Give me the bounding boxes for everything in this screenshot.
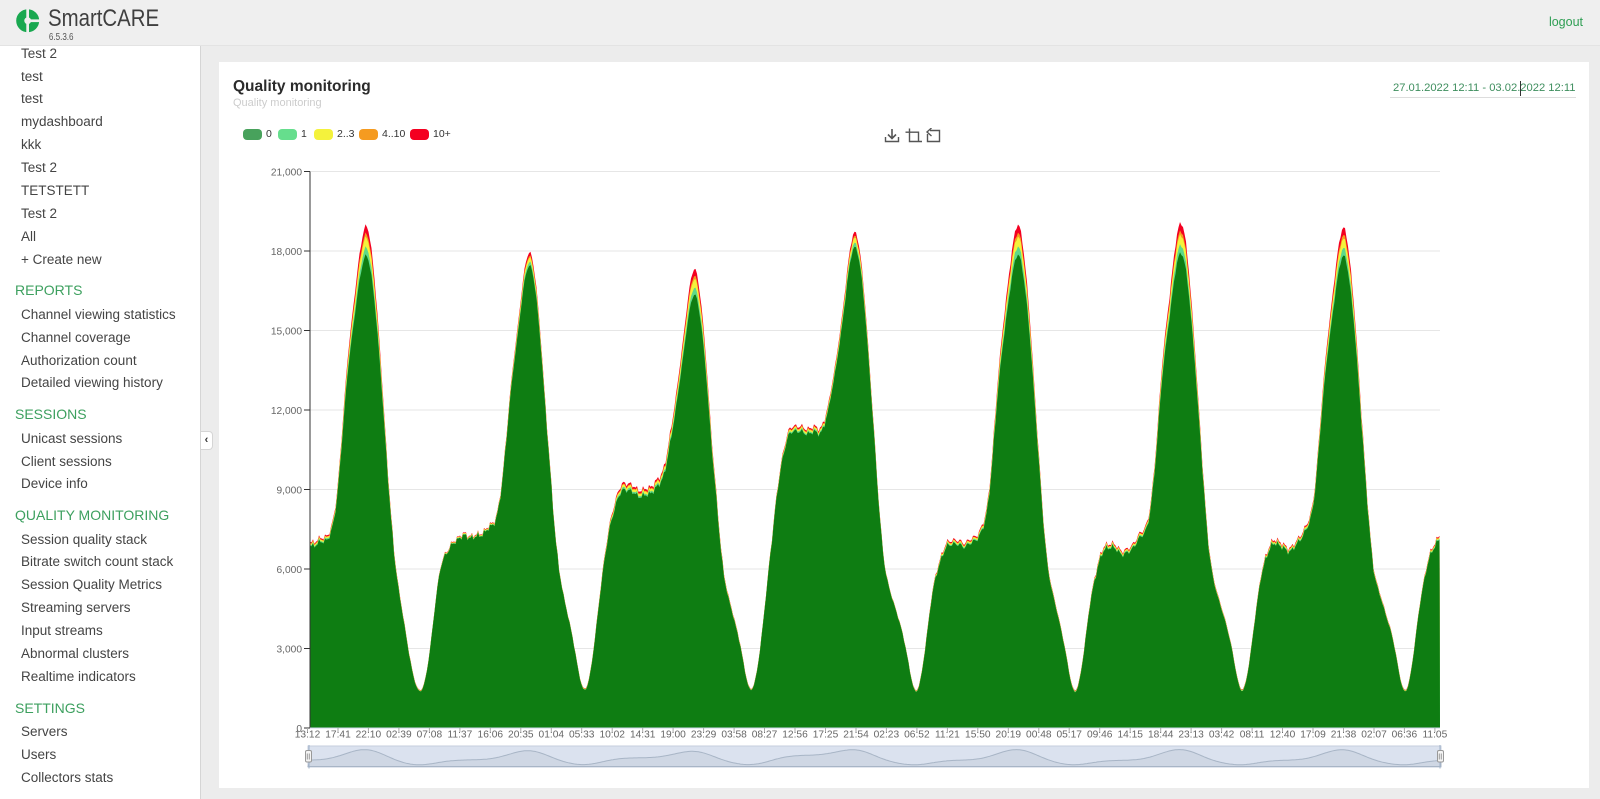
svg-text:12,000: 12,000	[271, 406, 302, 417]
svg-text:12:40: 12:40	[1270, 730, 1296, 741]
svg-text:21,000: 21,000	[271, 168, 302, 179]
svg-text:9,000: 9,000	[277, 486, 303, 497]
svg-text:3,000: 3,000	[277, 645, 303, 656]
svg-text:18,000: 18,000	[271, 247, 302, 258]
svg-text:05:17: 05:17	[1056, 730, 1082, 741]
svg-text:14:15: 14:15	[1117, 730, 1143, 741]
svg-text:08:11: 08:11	[1240, 730, 1265, 741]
svg-text:20:35: 20:35	[508, 730, 534, 741]
svg-text:02:07: 02:07	[1361, 730, 1387, 741]
svg-text:00:48: 00:48	[1026, 730, 1052, 741]
svg-text:16:06: 16:06	[478, 730, 504, 741]
svg-text:02:23: 02:23	[874, 730, 900, 741]
svg-text:05:33: 05:33	[569, 730, 595, 741]
svg-text:08:27: 08:27	[752, 730, 778, 741]
svg-text:03:42: 03:42	[1209, 730, 1235, 741]
svg-text:19:00: 19:00	[660, 730, 686, 741]
svg-text:0: 0	[296, 724, 302, 735]
svg-text:06:52: 06:52	[904, 730, 930, 741]
svg-text:17:41: 17:41	[325, 730, 351, 741]
svg-text:11:21: 11:21	[935, 730, 960, 741]
svg-text:17:25: 17:25	[813, 730, 839, 741]
svg-text:06:36: 06:36	[1392, 730, 1418, 741]
svg-text:01:04: 01:04	[539, 730, 565, 741]
svg-text:10:02: 10:02	[599, 730, 625, 741]
svg-text:11:37: 11:37	[448, 730, 473, 741]
svg-text:14:31: 14:31	[630, 730, 656, 741]
svg-text:12:56: 12:56	[782, 730, 808, 741]
svg-text:07:08: 07:08	[417, 730, 443, 741]
svg-text:6,000: 6,000	[277, 565, 303, 576]
svg-text:13:12: 13:12	[295, 730, 321, 741]
svg-text:23:13: 23:13	[1178, 730, 1204, 741]
svg-text:15:50: 15:50	[965, 730, 991, 741]
svg-text:02:39: 02:39	[386, 730, 412, 741]
svg-text:23:29: 23:29	[691, 730, 717, 741]
svg-text:03:58: 03:58	[721, 730, 747, 741]
svg-text:21:54: 21:54	[843, 730, 869, 741]
svg-text:11:05: 11:05	[1423, 730, 1448, 741]
svg-text:15,000: 15,000	[271, 327, 302, 338]
svg-text:09:46: 09:46	[1087, 730, 1113, 741]
svg-text:20:19: 20:19	[996, 730, 1022, 741]
svg-text:18:44: 18:44	[1148, 730, 1174, 741]
svg-text:17:09: 17:09	[1300, 730, 1326, 741]
svg-text:22:10: 22:10	[356, 730, 382, 741]
svg-text:21:38: 21:38	[1331, 730, 1357, 741]
